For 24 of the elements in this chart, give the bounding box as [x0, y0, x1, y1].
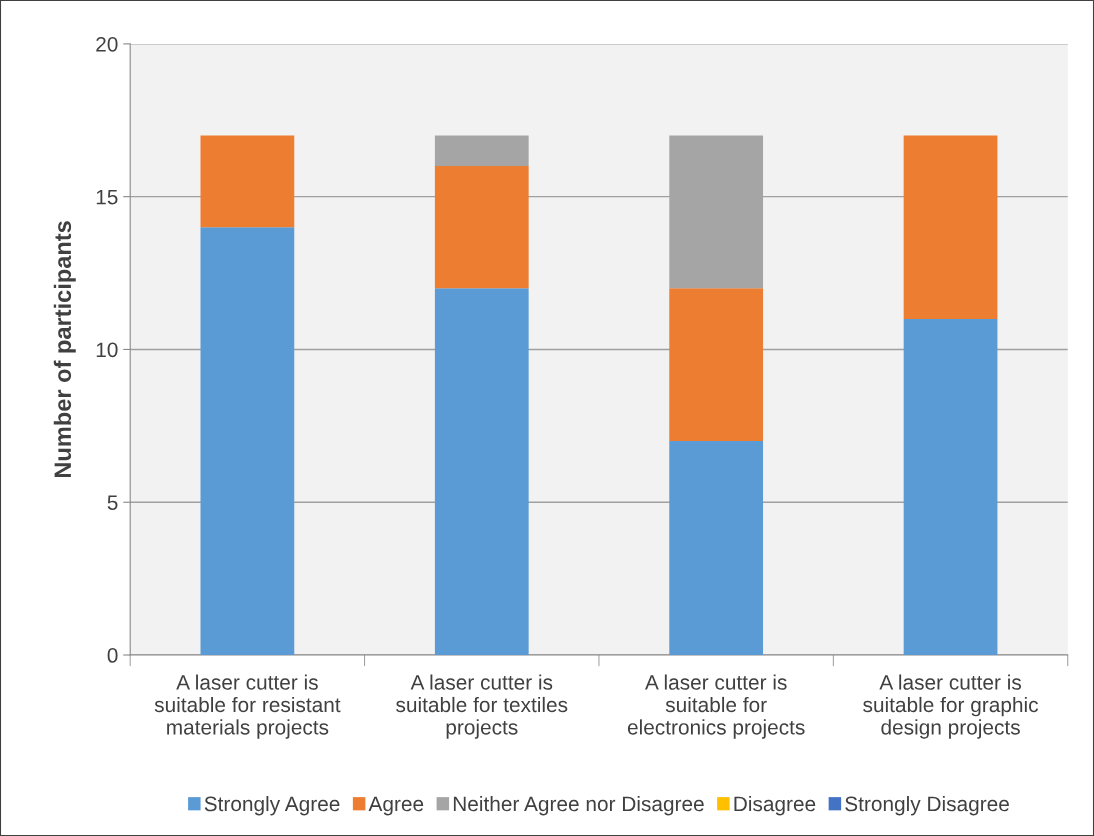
- bar: [903, 135, 998, 319]
- y-tick-label: 5: [107, 495, 118, 510]
- bar: [200, 135, 295, 228]
- x-tick-label: A laser cutter is suitable for textiles projects: [396, 674, 568, 739]
- y-axis-title: Number of participants: [53, 221, 76, 478]
- x-tick-label: A laser cutter is suitable for graphic design projects: [863, 674, 1039, 739]
- bar: [434, 166, 529, 289]
- y-tick-label: 10: [96, 342, 118, 358]
- legend-label: Strongly Agree: [204, 795, 340, 816]
- y-tick-label: 20: [96, 36, 118, 52]
- y-tick-label: 15: [96, 189, 118, 205]
- bar: [434, 135, 529, 167]
- legend-label: Strongly Disagree: [845, 795, 1009, 816]
- bar: [669, 288, 764, 442]
- bar: [669, 441, 764, 656]
- x-tick-label: A laser cutter is suitable for resistant materials projects: [154, 674, 341, 739]
- bar: [903, 318, 998, 656]
- bar: [200, 227, 295, 656]
- legend-label: Neither Agree nor Disagree: [453, 795, 704, 816]
- bar: [434, 288, 529, 656]
- legend-label: Agree: [368, 796, 424, 816]
- y-tick-label: 0: [107, 648, 118, 663]
- x-tick-label: A laser cutter is suitable for electronics projects: [627, 674, 805, 739]
- legend-label: Disagree: [734, 795, 816, 816]
